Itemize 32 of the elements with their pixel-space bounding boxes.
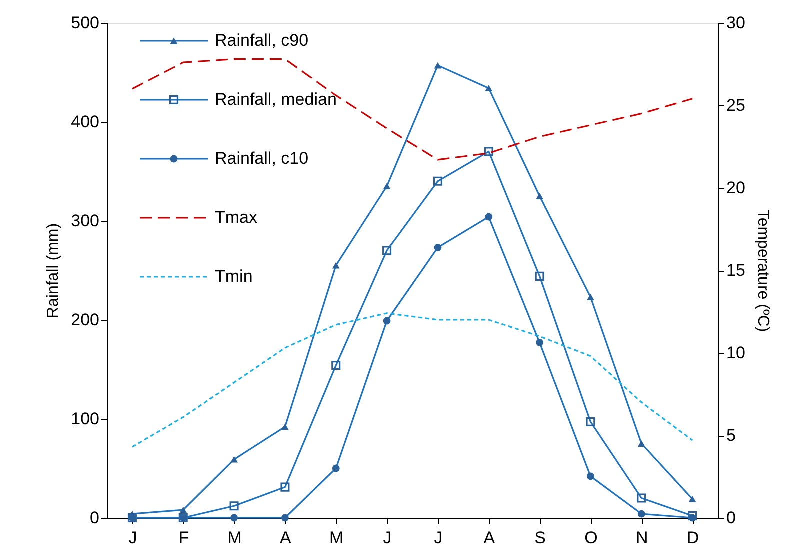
y2-tick-label: 20 <box>726 178 746 198</box>
y-tick-label: 400 <box>71 112 100 132</box>
legend-label: Tmax <box>215 208 258 227</box>
x-tick-label: O <box>584 528 598 548</box>
y2-axis-title: Temperature (ºC) <box>754 210 772 332</box>
y-tick-label: 300 <box>71 212 100 230</box>
x-tick-label: N <box>636 528 648 548</box>
y-tick-label: 100 <box>71 410 100 428</box>
y2-tick-label: 15 <box>726 261 746 280</box>
legend-label: Rainfall, c10 <box>215 149 309 168</box>
legend-label: Rainfall, median <box>215 90 337 109</box>
y2-tick-label: 0 <box>726 508 736 528</box>
x-tick-label: A <box>280 528 292 548</box>
x-tick-label: D <box>686 528 700 548</box>
x-tick-label: J <box>383 528 392 548</box>
y-tick-label: 200 <box>71 310 100 330</box>
y-tick-label: 500 <box>71 14 100 32</box>
y2-tick-label: 30 <box>726 14 746 32</box>
legend-label: Tmin <box>215 267 253 286</box>
y2-tick-label: 5 <box>726 426 736 445</box>
x-tick-label: J <box>128 528 138 548</box>
x-tick-label: M <box>228 528 242 548</box>
x-tick-label: S <box>534 528 546 548</box>
y2-tick-label: 10 <box>726 344 746 362</box>
x-tick-label: M <box>330 528 344 548</box>
y2-tick-label: 25 <box>726 96 746 115</box>
x-tick-label: A <box>484 528 496 548</box>
x-tick-label: J <box>434 528 443 548</box>
y-tick-label: 0 <box>90 508 100 528</box>
legend-label: Rainfall, c90 <box>215 31 309 50</box>
x-tick-label: F <box>178 528 190 548</box>
y-axis-title: Rainfall (mm) <box>45 223 62 319</box>
